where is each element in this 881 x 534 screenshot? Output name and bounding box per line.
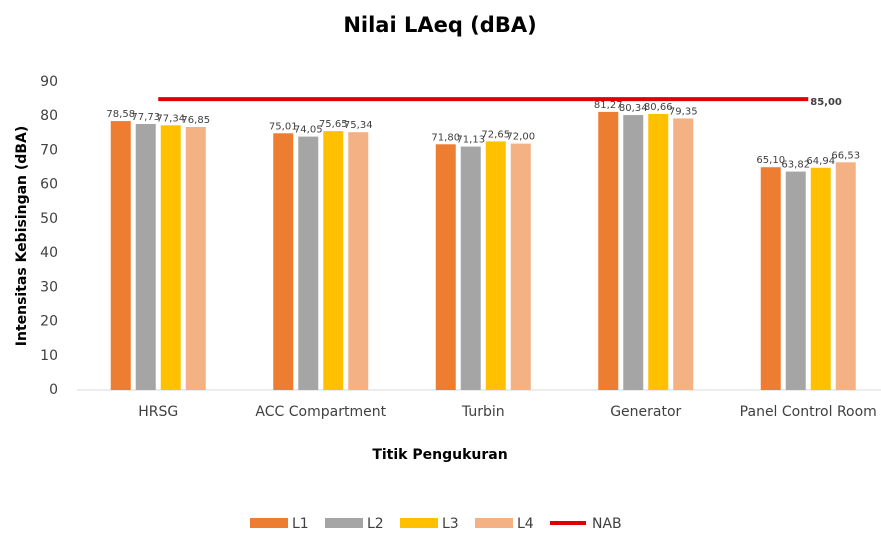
value-label: 75,01 [269,121,298,132]
value-label: 64,94 [806,156,835,167]
value-label: 65,10 [756,155,785,166]
bar [510,143,531,390]
bar [648,113,669,390]
legend-label: NAB [592,516,622,532]
y-tick-label: 30 [40,279,58,295]
bar [810,167,831,390]
bar [298,136,319,390]
value-label: 77,73 [131,112,160,123]
y-tick-label: 10 [40,348,58,364]
legend-label: L3 [442,516,459,532]
bar [273,133,294,390]
value-label: 80,34 [619,103,648,114]
legend-swatch [400,518,438,528]
bar [673,118,694,391]
bar [460,146,481,390]
value-label: 76,85 [181,115,210,126]
x-axis-title: Titik Pengukuran [372,447,507,463]
bar [185,127,206,390]
value-label: 72,65 [481,129,510,140]
value-label: 75,34 [344,120,373,131]
y-tick-label: 40 [40,245,58,261]
legend-label: L4 [517,516,534,532]
legend-label: L2 [367,516,384,532]
legend-swatch [325,518,363,528]
bar [135,123,156,391]
bar [835,162,856,390]
y-tick-label: 60 [40,177,58,193]
y-tick-label: 80 [40,108,58,124]
y-tick-label: 90 [40,74,58,90]
value-label: 79,35 [669,106,698,117]
value-label: 78,58 [106,109,135,120]
x-tick-label: Turbin [461,404,505,420]
value-label: 80,66 [644,102,673,113]
value-label: 75,65 [319,119,348,130]
bar [435,144,456,390]
x-tick-label: Panel Control Room [740,404,877,420]
legend-label: L1 [292,516,309,532]
bar [623,115,644,391]
value-label: 77,34 [156,113,185,124]
x-tick-label: ACC Compartment [255,404,386,420]
chart-title: Nilai LAeq (dBA) [343,13,536,37]
y-axis-title: Intensitas Kebisingan (dBA) [14,126,30,346]
value-label: 71,80 [431,132,460,143]
y-tick-label: 70 [40,142,58,158]
x-tick-label: Generator [610,404,681,420]
value-label: 71,13 [456,135,485,146]
value-label: 63,82 [781,160,810,171]
y-tick-label: 50 [40,211,58,227]
bar [785,171,806,390]
bar [348,132,369,390]
legend-swatch [475,518,513,528]
y-tick-label: 0 [49,382,58,398]
bar [760,167,781,390]
bar [110,121,131,390]
value-label: 74,05 [294,125,323,136]
bar [485,141,506,390]
y-tick-label: 20 [40,314,58,330]
bar [323,131,344,390]
value-label: 85,00 [810,97,842,108]
value-label: 72,00 [506,132,535,143]
legend-swatch [250,518,288,528]
value-label: 81,27 [594,100,623,111]
bar [160,125,181,391]
value-label: 66,53 [831,150,860,161]
bar [598,111,619,390]
x-tick-label: HRSG [138,404,178,420]
